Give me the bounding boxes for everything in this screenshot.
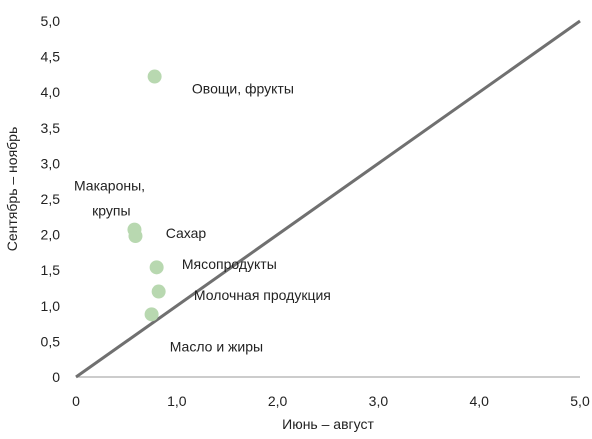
data-point: [128, 229, 143, 244]
x-tick-label: 3,0: [369, 393, 389, 409]
reference-line: [75, 19, 581, 379]
x-tick-labels: 0 1,0 2,0 3,0 4,0 5,0: [72, 393, 590, 409]
data-point: [144, 307, 159, 322]
data-label: Молочная продукция: [194, 287, 331, 303]
y-tick-labels: 0 0,5 1,0 1,5 2,0 2,5 3,0 3,5 4,0 4,5 5,0: [41, 13, 61, 385]
data-points: [127, 69, 166, 322]
data-label: Масло и жиры: [170, 338, 263, 354]
x-axis-title: Июнь – август: [282, 416, 374, 432]
y-tick-label: 2,0: [41, 227, 61, 243]
y-tick-label: 4,5: [41, 49, 61, 65]
data-point: [151, 284, 166, 299]
data-label: Сахар: [166, 225, 207, 241]
y-tick-label: 2,5: [41, 191, 61, 207]
y-tick-label: 1,5: [41, 262, 61, 278]
x-tick-label: 1,0: [167, 393, 187, 409]
y-tick-label: 1,0: [41, 298, 61, 314]
data-label: Мясопродукты: [182, 256, 277, 272]
y-tick-label: 0,5: [41, 333, 61, 349]
data-point: [149, 260, 164, 275]
x-tick-label: 2,0: [268, 393, 288, 409]
y-tick-label: 0: [52, 369, 60, 385]
y-tick-label: 5,0: [41, 13, 61, 29]
y-tick-label: 4,0: [41, 84, 61, 100]
data-label: Макароны,: [74, 177, 145, 193]
x-tick-label: 0: [72, 393, 80, 409]
data-label: крупы: [92, 202, 130, 218]
data-labels: Овощи, фрукты Макароны, крупы Сахар Мясопрод…: [74, 81, 331, 355]
y-tick-label: 3,5: [41, 120, 61, 136]
y-axis-title: Сентябрь – ноябрь: [4, 127, 20, 251]
data-label: Овощи, фрукты: [192, 81, 294, 97]
x-tick-label: 5,0: [570, 393, 590, 409]
y-tick-label: 3,0: [41, 155, 61, 171]
x-tick-label: 4,0: [469, 393, 489, 409]
data-point: [147, 69, 162, 84]
